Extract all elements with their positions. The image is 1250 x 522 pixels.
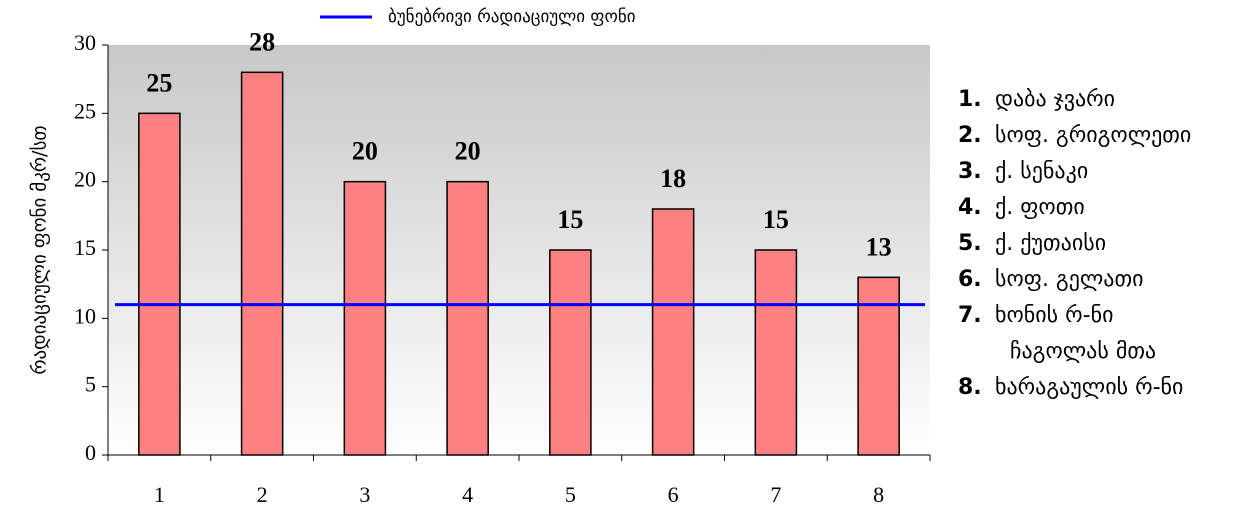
y-tick-label: 30 <box>74 30 96 55</box>
location-number: 1. <box>958 87 982 112</box>
value-label: 20 <box>352 137 378 166</box>
bar <box>549 249 592 456</box>
location-number: 8. <box>958 375 982 400</box>
bar <box>446 180 489 456</box>
bar <box>343 180 387 456</box>
location-number: 4. <box>958 195 982 220</box>
value-label: 28 <box>249 27 275 56</box>
y-tick-label: 10 <box>74 303 96 328</box>
bar <box>857 276 900 456</box>
location-name: ხონის რ-ნი <box>995 303 1114 328</box>
value-label: 15 <box>557 205 583 234</box>
x-tick-label: 5 <box>565 482 576 507</box>
value-label: 20 <box>455 137 481 166</box>
value-label: 25 <box>146 68 172 97</box>
x-tick-label: 2 <box>257 482 268 507</box>
bar <box>240 71 284 456</box>
location-name: ქ. სენაკი <box>995 159 1088 184</box>
y-tick-label: 25 <box>74 98 96 123</box>
value-label: 13 <box>866 232 892 261</box>
location-name: ქ. ქუთაისი <box>995 231 1106 256</box>
location-number: 6. <box>958 267 982 292</box>
y-axis-label: რადიაციული ფონი მკრ/სთ <box>29 125 51 374</box>
location-name: სოფ. გრიგოლეთი <box>995 123 1191 148</box>
bar <box>138 112 181 456</box>
x-tick-label: 4 <box>462 482 473 507</box>
x-tick-label: 8 <box>873 482 884 507</box>
y-tick-label: 5 <box>85 372 96 397</box>
legend-label: ბუნებრივი რადიაციული ფონი <box>388 7 636 27</box>
x-tick-label: 3 <box>359 482 370 507</box>
value-label: 15 <box>763 205 789 234</box>
location-name: ქ. ფოთი <box>995 195 1085 220</box>
value-label: 18 <box>660 164 686 193</box>
x-tick-label: 6 <box>668 482 679 507</box>
y-tick-label: 0 <box>85 440 96 465</box>
plot-area <box>108 45 930 455</box>
location-name: ჩაგოლას მთა <box>1010 339 1156 364</box>
y-tick-label: 15 <box>74 235 96 260</box>
x-tick-label: 1 <box>154 482 165 507</box>
location-number: 7. <box>958 303 982 328</box>
x-tick-label: 7 <box>770 482 781 507</box>
y-tick-label: 20 <box>74 167 96 192</box>
bar <box>754 249 798 456</box>
location-name: ხარაგაულის რ-ნი <box>995 375 1183 400</box>
location-number: 5. <box>958 231 982 256</box>
location-number: 2. <box>958 123 982 148</box>
location-name: დაბა ჯვარი <box>995 87 1115 112</box>
location-name: სოფ. გელათი <box>995 267 1143 292</box>
bar <box>651 208 695 456</box>
location-number: 3. <box>958 159 982 184</box>
